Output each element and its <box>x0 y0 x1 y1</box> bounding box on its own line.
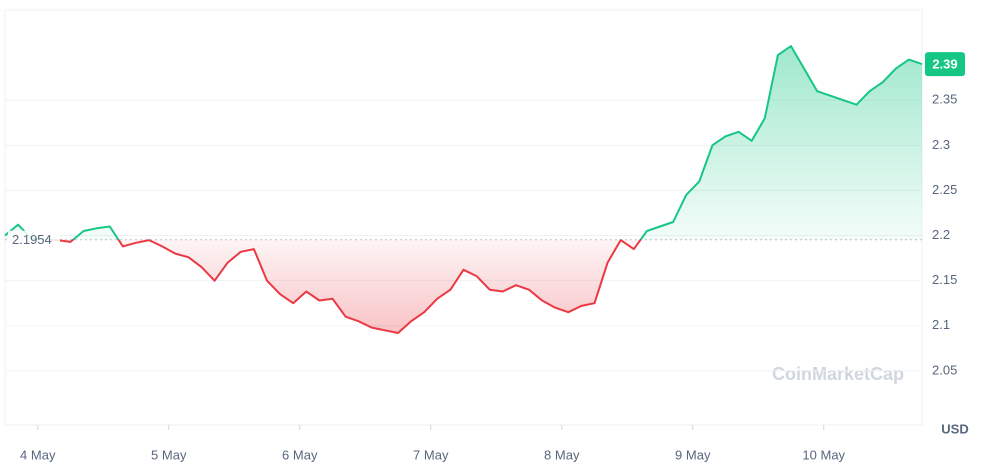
x-tick-label: 6 May <box>282 447 318 462</box>
y-tick-label: 2.3 <box>932 137 950 152</box>
price-line <box>4 45 923 334</box>
currency-label: USD <box>941 421 968 436</box>
y-tick-label: 2.15 <box>932 272 957 287</box>
area <box>5 46 922 333</box>
reference-label-bg <box>8 230 60 249</box>
x-tick-label: 10 May <box>802 447 845 462</box>
y-tick-label: 2.35 <box>932 92 957 107</box>
x-tick-label: 4 May <box>20 447 56 462</box>
y-tick-label: 2.2 <box>932 227 950 242</box>
reference-label: 2.1954 <box>12 232 52 247</box>
y-tick-label: 2.05 <box>932 362 957 377</box>
x-tick-label: 9 May <box>675 447 711 462</box>
y-tick-label: 2.25 <box>932 182 957 197</box>
y-tick-label: 2.1 <box>932 317 950 332</box>
watermark: CoinMarketCap <box>772 364 904 384</box>
price-tag <box>925 52 965 77</box>
price-tag-label: 2.39 <box>932 57 957 72</box>
x-tick-label: 5 May <box>151 447 187 462</box>
x-tick-label: 8 May <box>544 447 580 462</box>
x-tick-label: 7 May <box>413 447 449 462</box>
